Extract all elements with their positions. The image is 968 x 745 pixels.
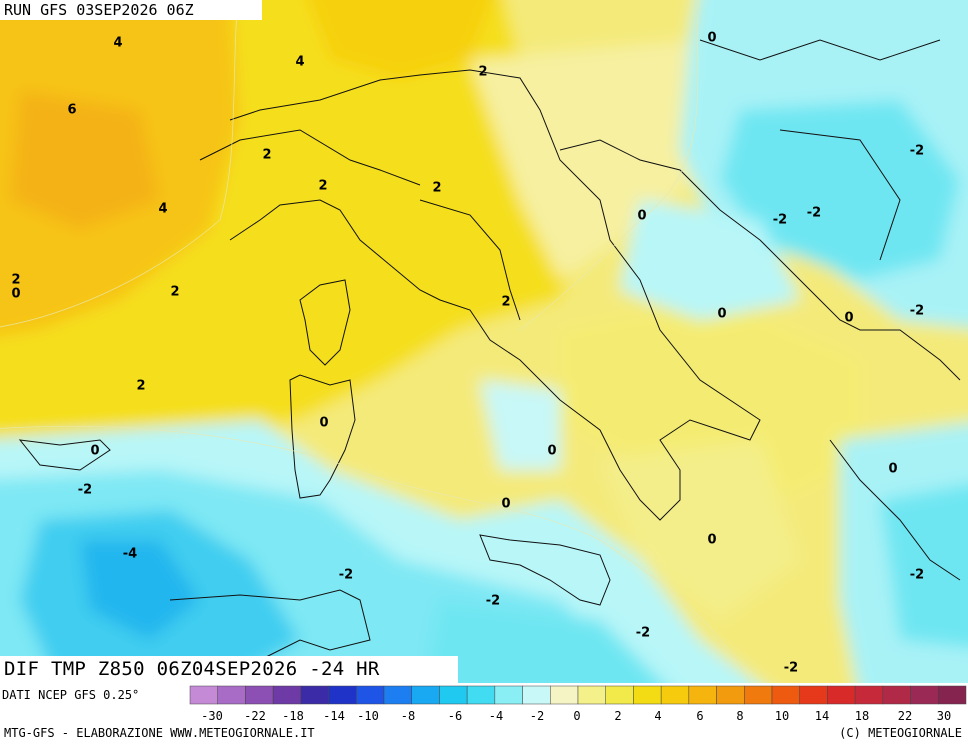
- legend-swatch: [827, 686, 855, 704]
- legend-swatch: [855, 686, 883, 704]
- contour-label: 4: [295, 55, 304, 70]
- contour-label: 0: [717, 307, 726, 322]
- legend-swatch: [467, 686, 495, 704]
- contour-label: 6: [67, 103, 76, 118]
- contour-label: 0: [707, 533, 716, 548]
- legend-swatch: [606, 686, 634, 704]
- contour-label: 4: [113, 36, 122, 51]
- legend-value: 6: [696, 709, 703, 723]
- legend-swatch: [439, 686, 467, 704]
- legend-swatch: [550, 686, 578, 704]
- legend-swatch: [495, 686, 523, 704]
- legend-value: 10: [775, 709, 789, 723]
- contour-label: -2: [636, 626, 650, 641]
- legend-swatch: [661, 686, 689, 704]
- contour-label: 2: [136, 379, 145, 394]
- legend-value: 2: [614, 709, 621, 723]
- contour-label: 0: [319, 416, 328, 431]
- legend-swatch: [523, 686, 551, 704]
- legend-value: 18: [855, 709, 869, 723]
- footer-copyright: (C) METEOGIORNALE: [839, 726, 962, 740]
- legend-value: 4: [654, 709, 661, 723]
- data-source: DATI NCEP GFS 0.25°: [2, 688, 139, 702]
- contour-label: 4: [158, 202, 167, 217]
- contour-label: 2: [318, 179, 327, 194]
- contour-label: -2: [773, 213, 787, 228]
- legend-swatch: [412, 686, 440, 704]
- legend-swatch: [689, 686, 717, 704]
- legend-value: 30: [937, 709, 951, 723]
- contour-label: -2: [807, 206, 821, 221]
- contour-label: -4: [123, 547, 137, 562]
- legend-swatch: [772, 686, 800, 704]
- legend-swatch: [301, 686, 329, 704]
- legend-value: -22: [244, 709, 266, 723]
- legend-value: -18: [282, 709, 304, 723]
- map-title: DIF TMP Z850 06Z04SEP2026 -24 HR: [4, 658, 380, 680]
- legend-value: -2: [530, 709, 544, 723]
- contour-label: -2: [910, 568, 924, 583]
- legend-swatch: [744, 686, 772, 704]
- legend-value: -4: [489, 709, 503, 723]
- legend-value: -30: [201, 709, 223, 723]
- contour-label: 0: [501, 497, 510, 512]
- legend-swatch: [273, 686, 301, 704]
- legend-swatch: [329, 686, 357, 704]
- legend-value: -8: [401, 709, 415, 723]
- legend-value: -14: [323, 709, 345, 723]
- legend-swatch: [578, 686, 606, 704]
- contour-label: 0: [844, 311, 853, 326]
- footer-credit: MTG-GFS - ELABORAZIONE WWW.METEOGIORNALE…: [4, 726, 315, 740]
- legend-swatch: [190, 686, 218, 704]
- legend-swatch: [633, 686, 661, 704]
- legend-swatch: [245, 686, 273, 704]
- contour-label: 0: [888, 462, 897, 477]
- contour-label: 2: [11, 273, 20, 288]
- legend-value: -10: [357, 709, 379, 723]
- contour-label: 2: [262, 148, 271, 163]
- contour-label: 0: [707, 31, 716, 46]
- legend-swatch: [717, 686, 745, 704]
- contour-label: 2: [501, 295, 510, 310]
- legend-swatch: [938, 686, 966, 704]
- anomaly-field: [0, 0, 968, 683]
- legend-value: 8: [736, 709, 743, 723]
- contour-label: 0: [90, 444, 99, 459]
- contour-label: 2: [432, 181, 441, 196]
- contour-label: -2: [486, 594, 500, 609]
- contour-label: 0: [11, 287, 20, 302]
- legend-swatch: [911, 686, 939, 704]
- contour-label: 0: [547, 444, 556, 459]
- contour-label: -2: [910, 304, 924, 319]
- contour-label: -2: [784, 661, 798, 676]
- legend-value: 0: [573, 709, 580, 723]
- legend-swatch: [800, 686, 828, 704]
- legend-swatch: [218, 686, 246, 704]
- contour-label: 2: [170, 285, 179, 300]
- legend-swatch: [384, 686, 412, 704]
- run-label: RUN GFS 03SEP2026 06Z: [4, 1, 194, 19]
- legend-swatch: [883, 686, 911, 704]
- contour-label: -2: [78, 483, 92, 498]
- legend-value: 14: [815, 709, 829, 723]
- legend-value: -6: [448, 709, 462, 723]
- contour-label: -2: [339, 568, 353, 583]
- contour-label: 0: [637, 209, 646, 224]
- legend-swatch: [356, 686, 384, 704]
- contour-label: 2: [478, 65, 487, 80]
- contour-label: -2: [910, 144, 924, 159]
- legend-value: 22: [898, 709, 912, 723]
